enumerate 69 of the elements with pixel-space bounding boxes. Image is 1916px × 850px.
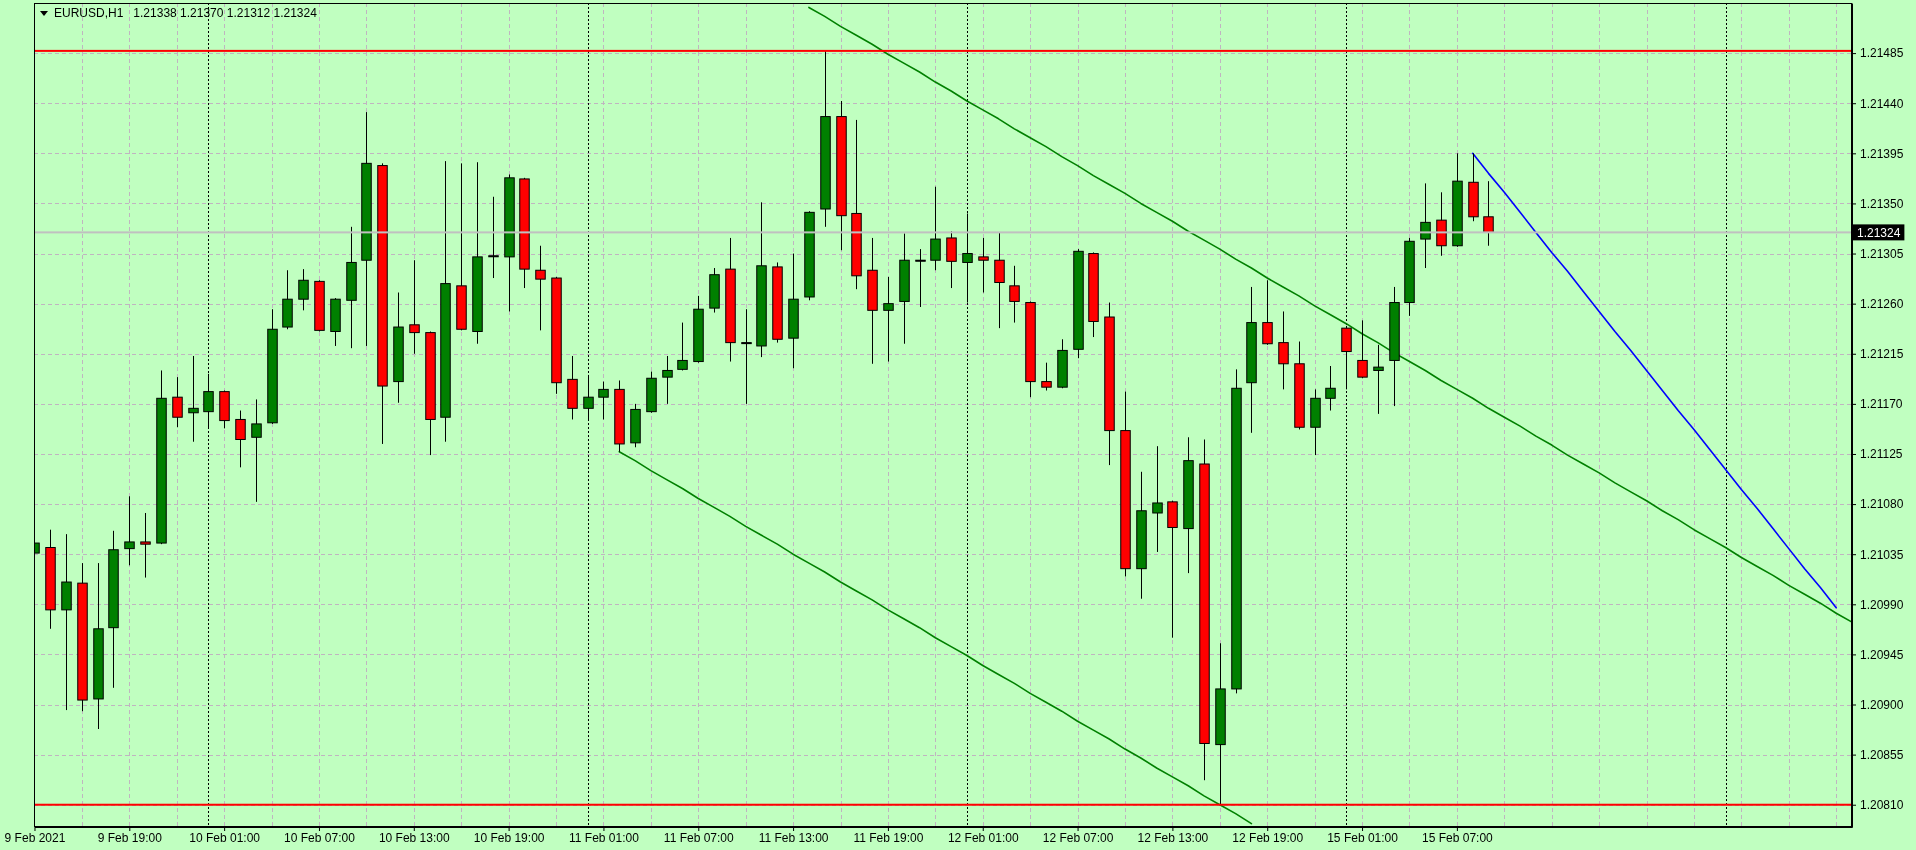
- y-tick-label: 1.20945: [1860, 647, 1904, 662]
- y-tick-label: 1.21485: [1860, 46, 1904, 61]
- candlestick: [1325, 365, 1336, 412]
- x-tick-label: 12 Feb 13:00: [1137, 830, 1209, 845]
- y-tick-label: 1.20900: [1860, 697, 1904, 712]
- candlestick: [1357, 319, 1368, 379]
- y-tick-label: 1.21170: [1860, 397, 1903, 412]
- ref-line-label: 1.21324: [1857, 225, 1901, 240]
- candlestick: [1420, 182, 1431, 269]
- candlestick: [1009, 265, 1020, 324]
- candlestick: [978, 237, 989, 294]
- candlestick: [1262, 279, 1273, 346]
- candlestick: [883, 276, 894, 363]
- chart-subtitle: 1.21338 1.21370 1.21312 1.21324: [133, 6, 318, 20]
- candlestick: [741, 308, 752, 405]
- candlestick: [140, 512, 151, 579]
- y-tick-label: 1.21305: [1860, 246, 1904, 261]
- x-tick-label: 11 Feb 01:00: [569, 830, 640, 845]
- y-tick-label: 1.20990: [1860, 597, 1904, 612]
- candlestick: [994, 231, 1005, 329]
- line-series: [808, 6, 1852, 623]
- chart-title: EURUSD,H1: [54, 6, 124, 20]
- x-tick-label: 10 Feb 07:00: [284, 830, 356, 845]
- y-tick-label: 1.21035: [1860, 547, 1904, 562]
- candlestick: [188, 355, 199, 443]
- x-tick-label: 9 Feb 19:00: [97, 830, 163, 845]
- y-tick-label: 1.21080: [1860, 497, 1904, 512]
- candlestick: [235, 410, 246, 468]
- y-tick-label: 1.21395: [1860, 146, 1904, 161]
- x-tick-label: 9 Feb 2021: [4, 830, 66, 845]
- candlestick: [662, 355, 673, 405]
- candlestick: [251, 398, 262, 503]
- candlestick: [172, 376, 183, 428]
- x-tick-label: 10 Feb 13:00: [378, 830, 450, 845]
- line-series: [618, 450, 1253, 825]
- candlestick: [124, 495, 135, 566]
- y-tick-label: 1.21440: [1860, 96, 1904, 111]
- x-tick-label: 11 Feb 07:00: [663, 830, 734, 845]
- candlestick: [1152, 445, 1163, 553]
- x-tick-label: 10 Feb 19:00: [473, 830, 545, 845]
- line-series: [1471, 152, 1837, 609]
- y-tick-label: 1.20810: [1860, 798, 1904, 813]
- y-tick-label: 1.20855: [1860, 747, 1904, 762]
- candlestick: [409, 259, 420, 355]
- candlestick: [1483, 180, 1494, 247]
- candlestick: [1278, 310, 1289, 390]
- candlestick: [298, 268, 309, 311]
- candlestick: [1341, 325, 1352, 390]
- candlestick: [930, 186, 941, 271]
- x-tick-label: 15 Feb 07:00: [1422, 830, 1494, 845]
- y-tick-label: 1.21260: [1860, 296, 1904, 311]
- y-tick-label: 1.21350: [1860, 196, 1904, 211]
- x-tick-label: 11 Feb 13:00: [758, 830, 829, 845]
- candlestick: [488, 196, 499, 279]
- candlestick: [1041, 362, 1052, 391]
- x-tick-label: 12 Feb 01:00: [947, 830, 1019, 845]
- x-tick-label: 12 Feb 07:00: [1042, 830, 1114, 845]
- candlestick: [1373, 344, 1384, 415]
- candlestick: [946, 230, 957, 289]
- y-tick-label: 1.21215: [1860, 347, 1904, 362]
- candlestick: [598, 381, 609, 420]
- x-tick-label: 11 Feb 19:00: [853, 830, 924, 845]
- x-tick-label: 10 Feb 01:00: [189, 830, 261, 845]
- x-tick-label: 12 Feb 19:00: [1232, 830, 1304, 845]
- candlestick: [915, 248, 926, 308]
- candlestick: [535, 245, 546, 331]
- candlestick: [677, 322, 688, 371]
- y-tick-label: 1.21125: [1860, 447, 1903, 462]
- x-tick-label: 15 Feb 01:00: [1327, 830, 1399, 845]
